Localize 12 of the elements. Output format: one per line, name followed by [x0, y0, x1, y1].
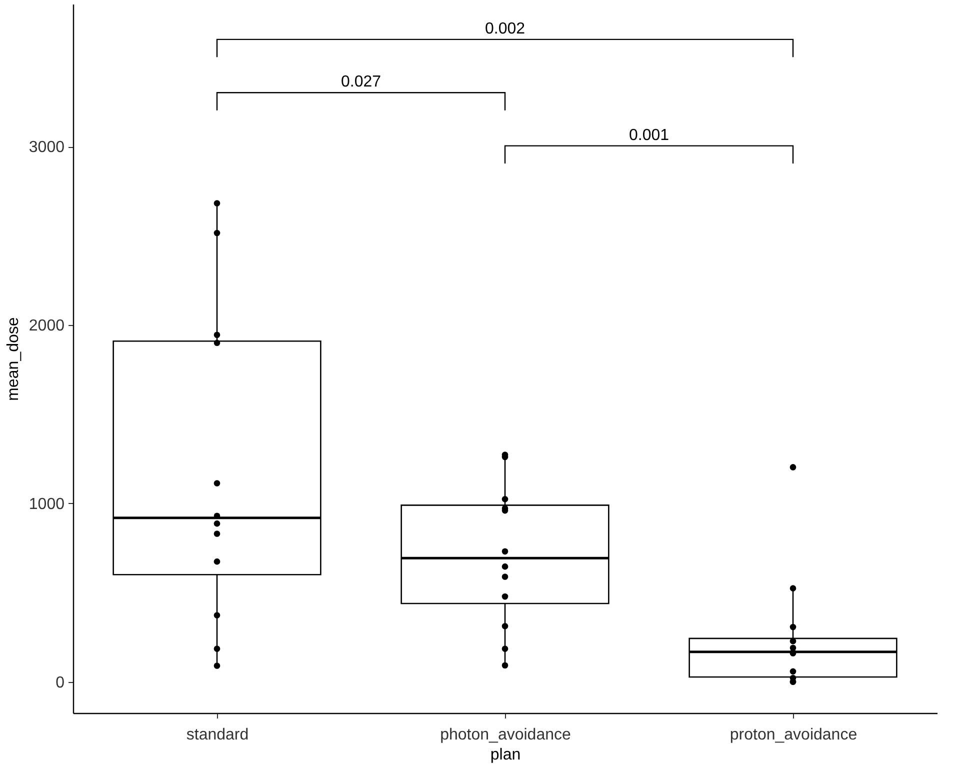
x-tick-label: proton_avoidance	[730, 726, 858, 744]
x-tick-label: standard	[186, 726, 249, 744]
y-tick-label: 1000	[28, 496, 65, 513]
y-tick-label: 0	[56, 674, 65, 692]
x-axis-title: plan	[490, 746, 521, 764]
y-tick-label: 2000	[28, 318, 65, 335]
annotation: 0.027	[340, 74, 382, 91]
y-tick-label: 3000	[28, 139, 65, 156]
x-tick-label: photon_avoidance	[440, 726, 571, 744]
annotation: 0.002	[484, 20, 526, 38]
annotation: 0.001	[628, 126, 670, 144]
y-axis-title: mean_dose	[4, 317, 22, 401]
